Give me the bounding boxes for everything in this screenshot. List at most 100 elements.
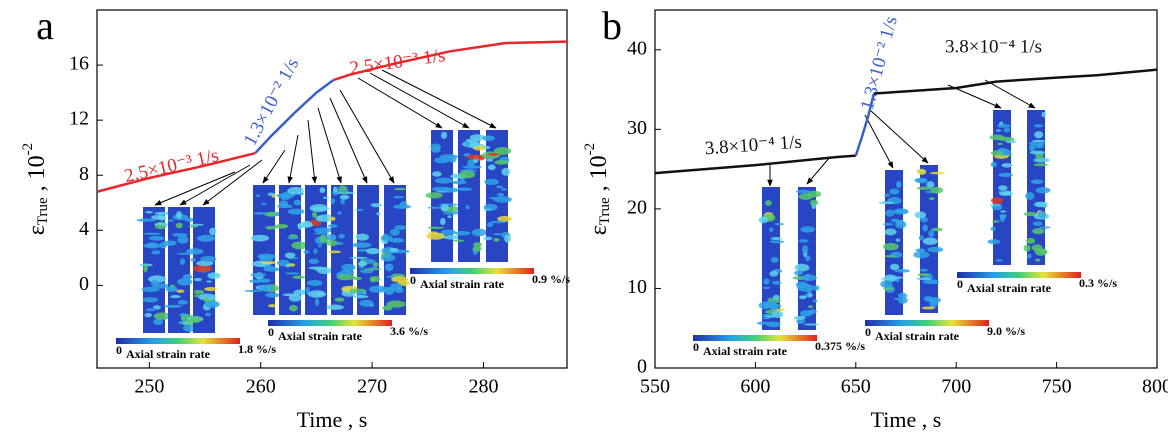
- strain-blob: [442, 235, 461, 240]
- strain-blob: [913, 251, 930, 259]
- strain-blob: [1033, 124, 1044, 128]
- strain-blob: [770, 256, 779, 263]
- strain-blob: [770, 236, 782, 241]
- y-tick-label: 8: [79, 163, 89, 185]
- data-line: [254, 79, 334, 155]
- strain-blob: [277, 204, 293, 209]
- y-title-exponent: -2: [20, 143, 36, 156]
- strain-blob: [391, 276, 408, 283]
- data-line: [96, 151, 256, 193]
- strain-blob: [153, 312, 172, 320]
- strain-map: [297, 185, 336, 315]
- strain-blob: [209, 227, 217, 236]
- strain-blob: [893, 208, 909, 215]
- strain-blob: [880, 280, 893, 289]
- strain-blob: [390, 282, 402, 291]
- strain-blob: [337, 211, 342, 215]
- strain-blob: [764, 200, 772, 206]
- strain-blob: [467, 159, 476, 167]
- plot-frame: [96, 9, 568, 369]
- strain-blob: [185, 248, 204, 255]
- strain-map: [987, 110, 1016, 265]
- strain-blob: [796, 318, 806, 324]
- strain-blob: [769, 227, 774, 232]
- strain-blob: [889, 263, 900, 271]
- strain-blob: [366, 248, 380, 255]
- strain-blob: [929, 171, 946, 175]
- strain-blob: [914, 211, 927, 219]
- strain-blob: [769, 303, 778, 311]
- y-axis-title: εTrue , 10-2: [582, 143, 613, 235]
- strain-blob: [333, 186, 338, 193]
- strain-blob: [306, 279, 323, 287]
- y-tick-label: 0: [637, 356, 647, 378]
- strain-blob: [325, 240, 339, 246]
- arrow: [154, 171, 236, 206]
- colorbar: [268, 320, 392, 326]
- strain-blob: [756, 321, 770, 325]
- strain-blob: [288, 293, 302, 302]
- strain-blob: [431, 186, 451, 192]
- strain-blob: [193, 294, 201, 298]
- strain-blob: [184, 217, 196, 222]
- strain-blob: [389, 248, 399, 252]
- strain-blob: [1032, 228, 1045, 235]
- strain-blob: [255, 194, 261, 197]
- strain-blob: [926, 181, 935, 189]
- strain-blob: [794, 270, 804, 276]
- strain-blob: [177, 278, 193, 286]
- strain-blob: [473, 242, 483, 247]
- strain-blob: [336, 274, 356, 281]
- strain-map: [1023, 110, 1051, 265]
- strain-blob: [793, 315, 806, 320]
- strain-blob: [193, 264, 213, 273]
- strain-blob: [769, 270, 778, 277]
- strain-blob: [259, 256, 274, 262]
- strain-blob: [339, 269, 355, 276]
- strain-blob: [882, 242, 899, 251]
- strain-blob: [339, 194, 350, 200]
- strain-blob: [153, 318, 164, 325]
- strain-blob: [446, 206, 460, 213]
- strain-blob: [250, 272, 267, 277]
- strain-blob: [359, 299, 374, 307]
- colorbar: [693, 335, 817, 341]
- arrow: [369, 72, 470, 129]
- strain-blob: [203, 297, 210, 302]
- strain-blob: [794, 263, 810, 272]
- strain-blob: [338, 185, 348, 194]
- strain-blob: [991, 220, 1000, 223]
- strain-blob: [799, 295, 807, 300]
- strain-blob: [319, 187, 326, 194]
- arrow: [317, 107, 342, 184]
- strain-map: [349, 185, 388, 315]
- strain-blob: [1001, 163, 1013, 168]
- strain-blob: [177, 321, 185, 324]
- strain-blob: [355, 208, 364, 212]
- strain-blob: [465, 204, 470, 210]
- strain-blob: [190, 258, 196, 262]
- strain-blob: [442, 211, 460, 215]
- strain-blob: [1035, 258, 1041, 262]
- strain-blob: [483, 236, 493, 241]
- strain-blob: [769, 240, 785, 244]
- colorbar-label: Axial strain rate: [126, 347, 211, 361]
- strain-blob: [998, 136, 1015, 142]
- y-axis-title: εTrue , 10-2: [20, 143, 51, 235]
- colorbar: [116, 338, 240, 344]
- colorbar-min: 0: [865, 325, 871, 339]
- strain-blob: [472, 245, 482, 252]
- strain-blob: [995, 129, 1002, 132]
- colorbar-max: 9.0 %/s: [987, 324, 1025, 338]
- rate-label: 1.3×10⁻² 1/s: [857, 14, 902, 112]
- strain-blob: [804, 323, 819, 326]
- strain-blob: [466, 154, 486, 160]
- strain-blob: [888, 276, 904, 279]
- strain-blob: [287, 187, 304, 195]
- strain-blob: [260, 261, 277, 265]
- strain-blob: [487, 152, 500, 156]
- strain-blob: [315, 298, 320, 307]
- strain-map-bg: [331, 185, 353, 315]
- strain-blob: [394, 187, 407, 191]
- strain-blob: [393, 204, 412, 209]
